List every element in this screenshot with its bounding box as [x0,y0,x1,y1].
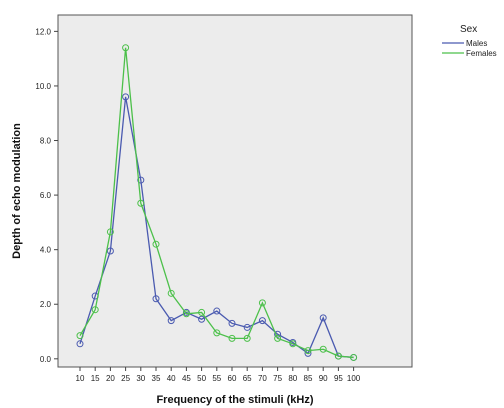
data-point-females [76,332,84,340]
x-tick-label: 95 [334,374,343,383]
y-tick-label: 10.0 [35,82,51,91]
data-point-females [289,340,297,348]
x-tick-label: 55 [212,374,221,383]
series-females [76,44,358,361]
data-point-males [76,340,84,348]
x-axis-title: Frequency of the stimuli (kHz) [156,394,313,406]
data-point-males [228,319,236,327]
data-point-females [182,310,190,318]
data-point-females [106,228,114,236]
data-point-females [152,240,160,248]
x-tick-label: 40 [167,374,176,383]
x-tick-label: 80 [288,374,297,383]
data-point-females [274,334,282,342]
x-tick-label: 70 [258,374,267,383]
data-point-females [122,44,130,52]
x-tick-label: 50 [197,374,206,383]
legend-title: Sex [460,24,477,35]
y-tick-label: 6.0 [40,191,52,200]
data-point-females [258,299,266,307]
y-tick-label: 0.0 [40,355,52,364]
data-point-males [137,176,145,184]
legend-label-males: Males [466,39,487,48]
data-point-females [243,334,251,342]
x-tick-label: 30 [136,374,145,383]
data-point-females [304,347,312,355]
data-point-males [243,323,251,331]
x-tick-label: 20 [106,374,115,383]
series-layer [76,44,358,361]
data-point-females [334,352,342,360]
y-tick-label: 2.0 [40,300,52,309]
x-tick-label: 35 [152,374,161,383]
x-tick-label: 90 [319,374,328,383]
data-point-females [198,308,206,316]
y-tick-label: 4.0 [40,246,52,255]
data-point-males [198,315,206,323]
data-point-males [106,247,114,255]
x-tick-label: 10 [76,374,85,383]
legend-label-females: Females [466,49,497,58]
data-point-males [213,307,221,315]
x-tick-label: 15 [91,374,100,383]
data-point-females [167,289,175,297]
data-point-males [152,295,160,303]
plot-area [57,14,413,368]
data-point-males [167,317,175,325]
x-axis: 10 15 20 25 30 35 40 45 50 55 60 65 70 75 80 85 90 95 100 [76,367,361,383]
data-point-females [91,306,99,314]
data-point-females [213,329,221,337]
data-point-females [319,345,327,353]
x-tick-label: 65 [243,374,252,383]
x-tick-label: 75 [273,374,282,383]
y-tick-label: 12.0 [35,27,51,36]
x-tick-label: 100 [347,374,361,383]
data-point-males [258,317,266,325]
y-axis-title: Depth of echo modulation [11,123,23,259]
series-line-females [79,47,354,359]
data-point-females [350,353,358,361]
data-point-females [137,199,145,207]
x-tick-label: 60 [228,374,237,383]
x-tick-label: 45 [182,374,191,383]
x-tick-label: 25 [121,374,130,383]
y-axis: 0.0 2.0 4.0 6.0 8.0 10.0 12.0 [35,27,58,364]
x-tick-label: 85 [304,374,313,383]
data-point-males [122,93,130,101]
data-point-females [228,334,236,342]
data-point-males [319,314,327,322]
y-tick-label: 8.0 [40,137,52,146]
